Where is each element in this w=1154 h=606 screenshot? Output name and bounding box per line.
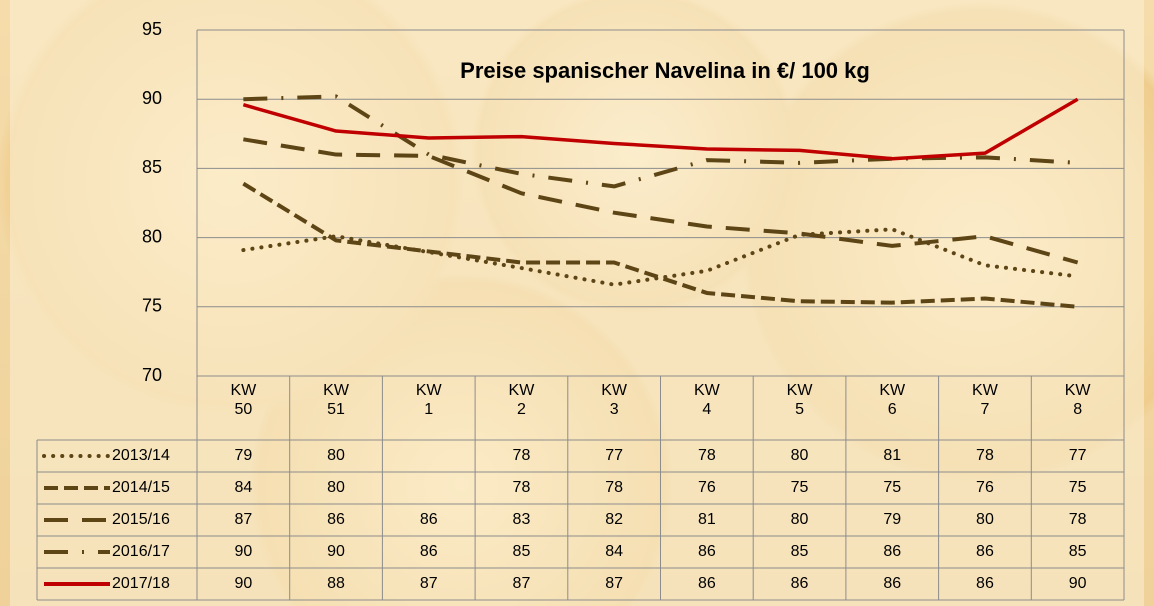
table-value: 85 — [791, 543, 809, 560]
x-tick-label: KW 4 — [694, 381, 720, 419]
series-line — [243, 99, 1077, 159]
table-value: 86 — [327, 511, 345, 528]
legend-label: 2016/17 — [112, 543, 170, 560]
series-line — [243, 96, 1077, 186]
table-value: 78 — [1069, 511, 1087, 528]
table-value: 90 — [1069, 575, 1087, 592]
page: {"chart_data": {"type": "line", "title":… — [0, 0, 1154, 606]
legend-label: 2015/16 — [112, 511, 170, 528]
table-value: 86 — [883, 543, 901, 560]
x-tick-label: KW 7 — [972, 381, 998, 419]
table-value: 86 — [420, 543, 438, 560]
x-tick-label: KW 50 — [230, 381, 256, 419]
y-tick-label: 90 — [142, 88, 162, 108]
table-value: 80 — [327, 479, 345, 496]
table-value: 80 — [976, 511, 994, 528]
table-value: 86 — [698, 575, 716, 592]
table-value: 78 — [976, 447, 994, 464]
y-tick-label: 75 — [142, 296, 162, 316]
table-value: 87 — [513, 575, 531, 592]
x-tick-label: KW 51 — [323, 381, 349, 419]
table-value: 86 — [698, 543, 716, 560]
series-line — [243, 184, 1077, 307]
table-value: 75 — [883, 479, 901, 496]
x-tick-label: KW 8 — [1065, 381, 1091, 419]
table-value: 80 — [791, 511, 809, 528]
table-value: 88 — [327, 575, 345, 592]
table-value: 90 — [327, 543, 345, 560]
x-tick-label: KW 6 — [879, 381, 905, 419]
y-tick-label: 70 — [142, 365, 162, 385]
x-tick-label: KW 1 — [416, 381, 442, 419]
table-value: 90 — [234, 543, 252, 560]
table-value: 84 — [234, 479, 252, 496]
table-value: 84 — [605, 543, 623, 560]
table-value: 78 — [513, 447, 531, 464]
legend-label: 2014/15 — [112, 479, 170, 496]
table-value: 86 — [976, 575, 994, 592]
table-value: 87 — [234, 511, 252, 528]
table-value: 90 — [234, 575, 252, 592]
table-value: 76 — [976, 479, 994, 496]
y-tick-label: 85 — [142, 157, 162, 177]
y-tick-label: 80 — [142, 226, 162, 246]
chart: Preise spanischer Navelina in €/ 100 kg … — [0, 0, 1154, 606]
chart-title: Preise spanischer Navelina in €/ 100 kg — [460, 58, 870, 83]
legend-label: 2017/18 — [112, 575, 170, 592]
table-value: 87 — [605, 575, 623, 592]
table-value: 86 — [883, 575, 901, 592]
table-value: 77 — [605, 447, 623, 464]
table-value: 76 — [698, 479, 716, 496]
table-value: 81 — [883, 447, 901, 464]
table-value: 85 — [1069, 543, 1087, 560]
table-value: 77 — [1069, 447, 1087, 464]
table-value: 86 — [791, 575, 809, 592]
table-value: 75 — [1069, 479, 1087, 496]
x-tick-label: KW 3 — [601, 381, 627, 419]
table-value: 83 — [513, 511, 531, 528]
table-value: 85 — [513, 543, 531, 560]
x-tick-label: KW 5 — [787, 381, 813, 419]
table-value: 79 — [883, 511, 901, 528]
table-value: 80 — [791, 447, 809, 464]
legend-label: 2013/14 — [112, 447, 170, 464]
table-value: 75 — [791, 479, 809, 496]
table-value: 80 — [327, 447, 345, 464]
table-value: 79 — [234, 447, 252, 464]
table-value: 78 — [513, 479, 531, 496]
table-value: 81 — [698, 511, 716, 528]
table-value: 86 — [976, 543, 994, 560]
table-value: 87 — [420, 575, 438, 592]
table-value: 78 — [698, 447, 716, 464]
table-value: 82 — [605, 511, 623, 528]
x-tick-label: KW 2 — [509, 381, 535, 419]
table-value: 78 — [605, 479, 623, 496]
table-value: 86 — [420, 511, 438, 528]
y-tick-label: 95 — [142, 19, 162, 39]
